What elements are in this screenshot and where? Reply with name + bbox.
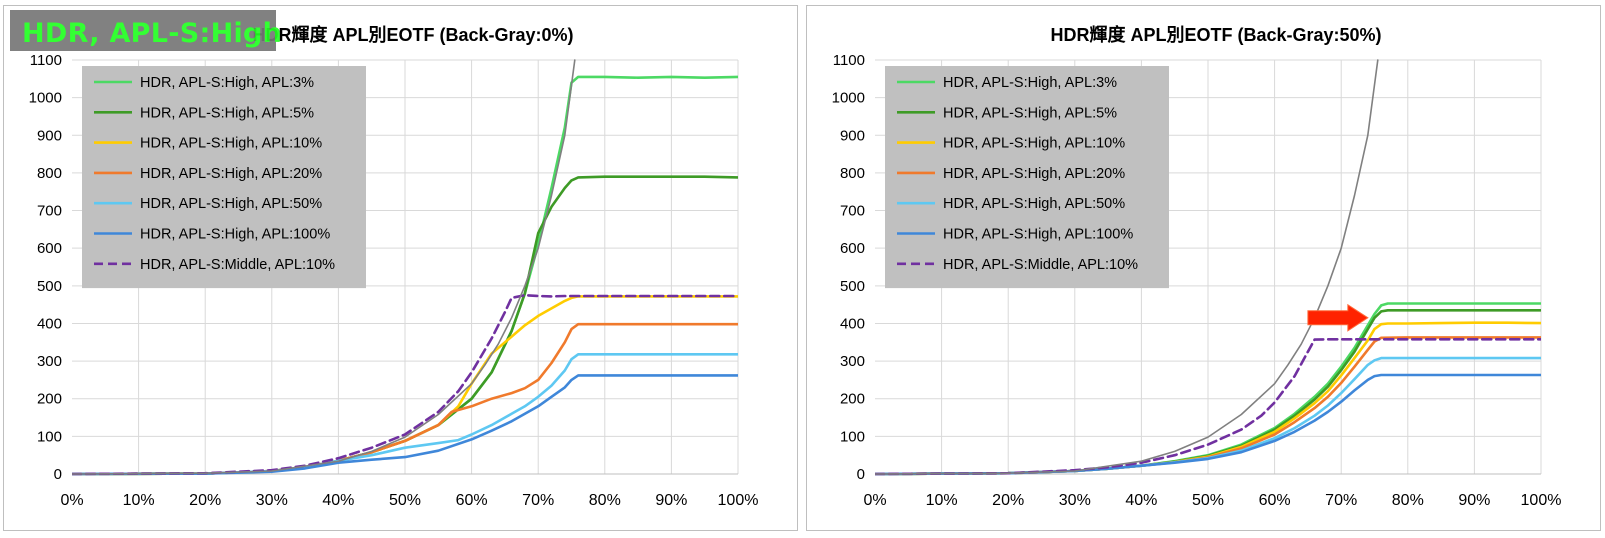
overlay-badge: HDR, APL-S:High (10, 10, 282, 51)
chart-title: HDR輝度 APL別EOTF (Back-Gray:0%) (252, 24, 573, 45)
x-tick-label: 50% (389, 492, 421, 509)
y-tick-label: 100 (37, 428, 62, 445)
y-tick-label: 200 (840, 391, 865, 408)
series-line-5 (72, 374, 738, 476)
reference-curve-line (72, 59, 576, 475)
y-tick-label: 600 (37, 240, 62, 257)
x-tick-label: 10% (926, 492, 958, 509)
legend-label: HDR, APL-S:Middle, APL:10% (140, 257, 335, 273)
y-tick-label: 900 (37, 127, 62, 144)
x-tick-label: 50% (1192, 492, 1224, 509)
x-tick-label: 70% (1325, 492, 1357, 509)
legend-label: HDR, APL-S:Middle, APL:10% (943, 257, 1138, 273)
x-tick-label: 100% (718, 492, 759, 509)
plot-area (875, 59, 1541, 476)
y-tick-label: 1000 (29, 90, 62, 107)
legend-label: HDR, APL-S:High, APL:10% (943, 136, 1125, 152)
y-tick-label: 400 (840, 315, 865, 332)
x-tick-label: 70% (522, 492, 554, 509)
y-tick-label: 300 (840, 353, 865, 370)
x-tick-label: 60% (456, 492, 488, 509)
y-tick-label: 800 (840, 165, 865, 182)
legend-label: HDR, APL-S:High, APL:10% (140, 136, 322, 152)
x-tick-label: 30% (1059, 492, 1091, 509)
chart-right-svg: HDR輝度 APL別EOTF (Back-Gray:50%) 0% 10% 20% 30… (832, 24, 1562, 509)
y-tick-label: 500 (37, 278, 62, 295)
reference-curve-line (875, 59, 1379, 475)
series-line-5 (875, 373, 1541, 476)
legend-label: HDR, APL-S:High, APL:3% (943, 75, 1117, 91)
legend-label: HDR, APL-S:High, APL:20% (140, 166, 322, 182)
y-tick-label: 1000 (832, 90, 865, 107)
x-tick-label: 90% (1458, 492, 1490, 509)
overlay-badge-label: HDR, APL-S:High (22, 18, 283, 49)
legend-label: HDR, APL-S:High, APL:5% (943, 105, 1117, 121)
legend-box (82, 66, 366, 289)
x-tick-label: 0% (60, 492, 83, 509)
series-line-6 (875, 337, 1541, 476)
y-tick-label: 800 (37, 165, 62, 182)
x-tick-label: 30% (256, 492, 288, 509)
legend-box (885, 66, 1169, 289)
x-tick-label: 80% (589, 492, 621, 509)
y-tick-label: 500 (840, 278, 865, 295)
x-tick-label: 90% (655, 492, 687, 509)
x-tick-label: 0% (863, 492, 886, 509)
chart-title: HDR輝度 APL別EOTF (Back-Gray:50%) (1050, 24, 1381, 45)
chart-panel-back-gray-50: HDR輝度 APL別EOTF (Back-Gray:50%) 0% 10% 20% 30… (806, 5, 1601, 531)
x-tick-label: 80% (1392, 492, 1424, 509)
y-tick-label: 100 (840, 428, 865, 445)
legend-label: HDR, APL-S:High, APL:20% (943, 166, 1125, 182)
legend-label: HDR, APL-S:High, APL:50% (140, 196, 322, 212)
legend-label: HDR, APL-S:High, APL:100% (140, 227, 330, 243)
x-tick-label: 20% (189, 492, 221, 509)
x-tick-label: 40% (322, 492, 354, 509)
y-tick-label: 0 (54, 466, 62, 483)
x-tick-label: 20% (992, 492, 1024, 509)
legend-label: HDR, APL-S:High, APL:50% (943, 196, 1125, 212)
y-tick-label: 700 (37, 203, 62, 220)
y-tick-label: 400 (37, 315, 62, 332)
x-tick-label: 40% (1125, 492, 1157, 509)
y-tick-label: 200 (37, 391, 62, 408)
legend-label: HDR, APL-S:High, APL:100% (943, 227, 1133, 243)
x-tick-label: 10% (123, 492, 155, 509)
legend-label: HDR, APL-S:High, APL:3% (140, 75, 314, 91)
x-tick-label: 60% (1259, 492, 1291, 509)
y-tick-label: 0 (857, 466, 865, 483)
x-tick-label: 100% (1521, 492, 1562, 509)
legend-label: HDR, APL-S:High, APL:5% (140, 105, 314, 121)
annotation-arrow (1307, 303, 1369, 332)
chart-left-svg: HDR輝度 APL別EOTF (Back-Gray:0%) 0% 10% 20% 30%… (29, 24, 759, 509)
y-tick-label: 1100 (833, 52, 865, 69)
chart-panel-back-gray-0: HDR輝度 APL別EOTF (Back-Gray:0%) 0% 10% 20% 30%… (3, 5, 798, 531)
y-tick-label: 300 (37, 353, 62, 370)
y-tick-label: 600 (840, 240, 865, 257)
y-tick-label: 900 (840, 127, 865, 144)
y-tick-label: 1100 (30, 52, 62, 69)
series-line-6 (72, 293, 738, 476)
plot-area (72, 59, 738, 476)
y-tick-label: 700 (840, 203, 865, 220)
